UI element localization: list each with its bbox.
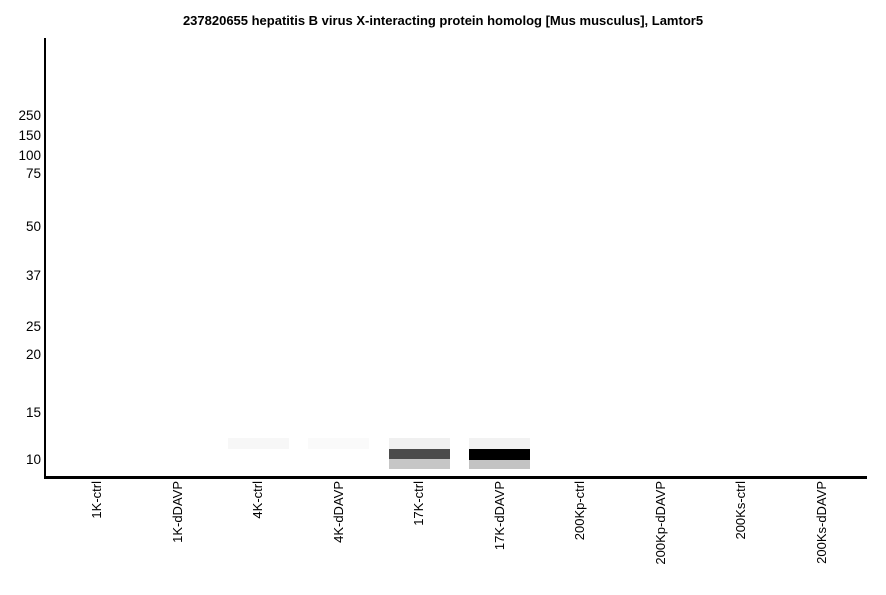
gel-band-4K-dDAVP: [308, 438, 369, 449]
x-lane-label-4K-dDAVP: 4K-dDAVP: [330, 481, 346, 543]
x-lane-label-1K-ctrl: 1K-ctrl: [89, 481, 104, 519]
gel-band-17K-dDAVP: [469, 460, 530, 469]
y-tick-label-150: 150: [18, 128, 41, 143]
x-lane-label-17K-dDAVP: 17K-dDAVP: [491, 481, 507, 551]
gel-band-17K-dDAVP: [469, 449, 530, 460]
gel-band-17K-ctrl: [388, 449, 450, 459]
y-tick-label-25: 25: [25, 319, 41, 334]
x-lane-label-17K-ctrl: 17K-ctrl: [411, 481, 426, 526]
gel-band-17K-dDAVP: [469, 438, 530, 449]
x-lane-label-200Ks-ctrl: 200Ks-ctrl: [733, 481, 748, 540]
y-tick-label-15: 15: [25, 405, 41, 420]
y-tick-label-20: 20: [25, 347, 41, 362]
y-tick-label-10: 10: [25, 452, 41, 467]
chart-title: 237820655 hepatitis B virus X-interactin…: [182, 13, 704, 28]
y-tick-label-250: 250: [18, 108, 41, 123]
y-tick-label-37: 37: [25, 268, 41, 283]
gel-band-17K-ctrl: [388, 438, 450, 449]
x-lane-label-200Kp-ctrl: 200Kp-ctrl: [572, 481, 587, 541]
x-lane-label-200Ks-dDAVP: 200Ks-dDAVP: [813, 481, 829, 564]
y-tick-label-100: 100: [18, 148, 41, 163]
y-axis-line: [44, 38, 46, 479]
y-tick-label-50: 50: [25, 219, 41, 234]
x-lane-label-1K-dDAVP: 1K-dDAVP: [169, 481, 185, 543]
gel-band-17K-ctrl: [388, 459, 450, 469]
x-lane-label-4K-ctrl: 4K-ctrl: [250, 481, 265, 519]
y-tick-label-75: 75: [25, 166, 41, 181]
x-axis-line: [44, 476, 867, 479]
gel-band-4K-ctrl: [227, 438, 289, 449]
x-lane-label-200Kp-dDAVP: 200Kp-dDAVP: [652, 481, 668, 565]
